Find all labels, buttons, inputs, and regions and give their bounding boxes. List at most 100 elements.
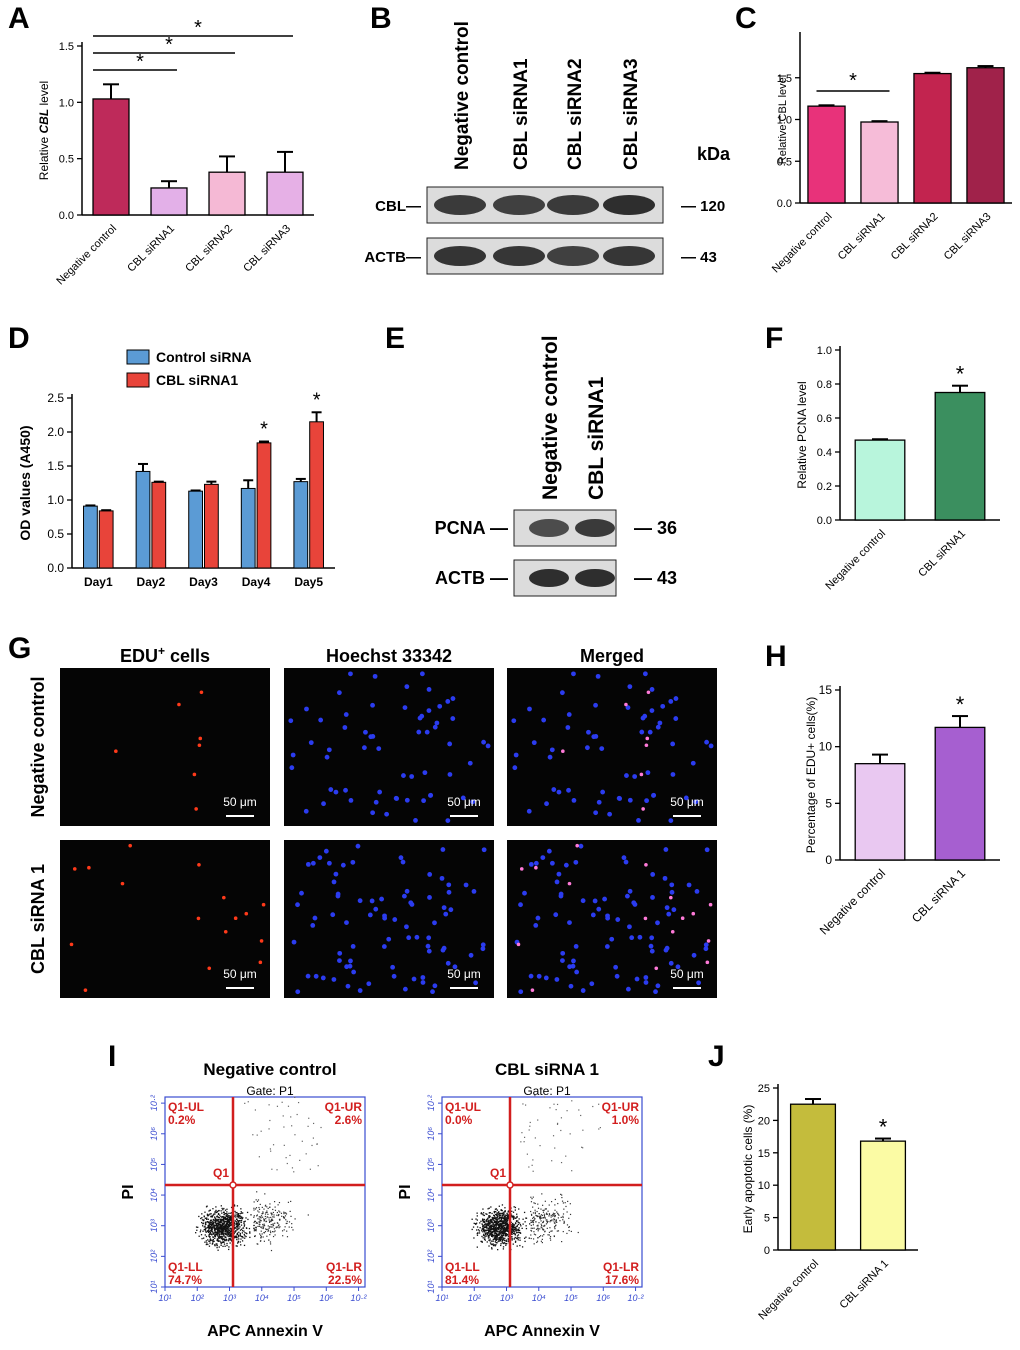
event-dot [571,1170,573,1172]
event-dot [532,1219,535,1222]
event-dot [542,1221,544,1223]
event-dot [265,1211,267,1214]
event-dot [254,1229,257,1232]
event-dot [483,1225,485,1227]
event-dot [227,1221,229,1223]
event-dot [222,1239,224,1241]
event-dot [223,1218,226,1220]
nucleus-dot [554,977,560,982]
event-dot [229,1215,231,1217]
event-dot [283,1217,286,1219]
event-dot [220,1228,222,1230]
event-dot [551,1160,553,1162]
quadrant-label: Q1-UL [445,1100,481,1114]
event-dot [501,1204,504,1206]
event-dot [496,1213,498,1216]
event-dot [504,1232,506,1234]
event-dot [210,1219,212,1221]
event-dot [487,1221,490,1223]
blot-band [493,195,545,215]
y-tick-label: 0 [764,1245,770,1257]
event-dot [567,1200,569,1203]
event-dot [280,1212,283,1214]
nucleus-dot [643,975,649,980]
event-dot [505,1239,508,1241]
event-dot [252,1134,254,1136]
y-tick-label: 0.8 [817,379,832,391]
event-dot [486,1213,488,1215]
event-dot [531,1198,533,1200]
nucleus-dot [419,671,425,677]
event-dot [268,1217,270,1219]
event-dot [208,1245,211,1247]
event-dot [578,1109,580,1111]
event-dot [207,1229,210,1231]
event-dot [499,1227,501,1230]
event-dot [209,1236,211,1238]
event-dot [493,1232,496,1234]
event-dot [542,1228,544,1230]
event-dot [228,1219,231,1221]
event-dot [528,1166,530,1168]
event-dot [212,1223,214,1225]
event-dot [224,1229,227,1231]
nucleus-dot [660,703,666,709]
nucleus-dot [664,945,670,951]
event-dot [270,1223,272,1226]
event-dot [228,1239,230,1241]
event-dot [498,1211,500,1213]
event-dot [224,1233,227,1235]
event-dot [506,1234,509,1236]
event-dot [491,1220,493,1222]
event-dot [259,1220,261,1222]
event-dot [483,1224,486,1226]
x-tick-label: Negative control [756,1258,821,1323]
event-dot [229,1225,231,1227]
event-dot [552,1135,555,1137]
event-dot [506,1224,509,1226]
nucleus-dot [452,964,458,970]
event-dot [540,1214,543,1216]
event-dot [513,1216,515,1218]
quadrant-value: 74.7% [168,1273,202,1287]
y-tick-label: 10⁵ [426,1157,436,1171]
event-dot [534,1137,536,1139]
event-dot [256,1191,258,1193]
event-dot [244,1220,246,1222]
event-dot [222,1209,224,1211]
legend-label: Control siRNA [156,349,252,365]
event-dot [206,1221,208,1223]
event-dot [511,1238,513,1240]
nucleus-dot [402,986,408,992]
event-dot [506,1214,508,1217]
nucleus-dot [401,773,406,778]
quadrant-value: 17.6% [605,1273,639,1287]
event-dot [501,1229,503,1231]
event-dot [217,1222,220,1224]
event-dot [228,1248,230,1251]
flow-title: CBL siRNA 1 [495,1060,599,1079]
x-axis-label: APC Annexin V [484,1323,600,1340]
event-dot [221,1236,223,1238]
event-dot [226,1219,228,1221]
event-dot [220,1244,222,1246]
x-tick-label: Day1 [84,575,113,589]
event-dot [217,1231,219,1233]
significance-star: * [879,1115,888,1140]
nucleus-dot [649,935,655,941]
event-dot [482,1237,484,1239]
lane-label: CBL siRNA3 [621,58,642,170]
event-dot [210,1224,213,1226]
event-dot [234,1214,236,1216]
event-dot [237,1221,240,1223]
quadrant-label: Q1-LL [168,1260,203,1274]
event-dot [523,1211,526,1214]
event-dot [502,1222,504,1224]
event-dot [549,1237,551,1239]
event-dot [503,1218,505,1221]
event-dot [498,1213,501,1215]
event-dot [213,1219,215,1221]
event-dot [536,1215,538,1218]
nucleus-dot [427,872,433,877]
event-dot [225,1238,228,1240]
